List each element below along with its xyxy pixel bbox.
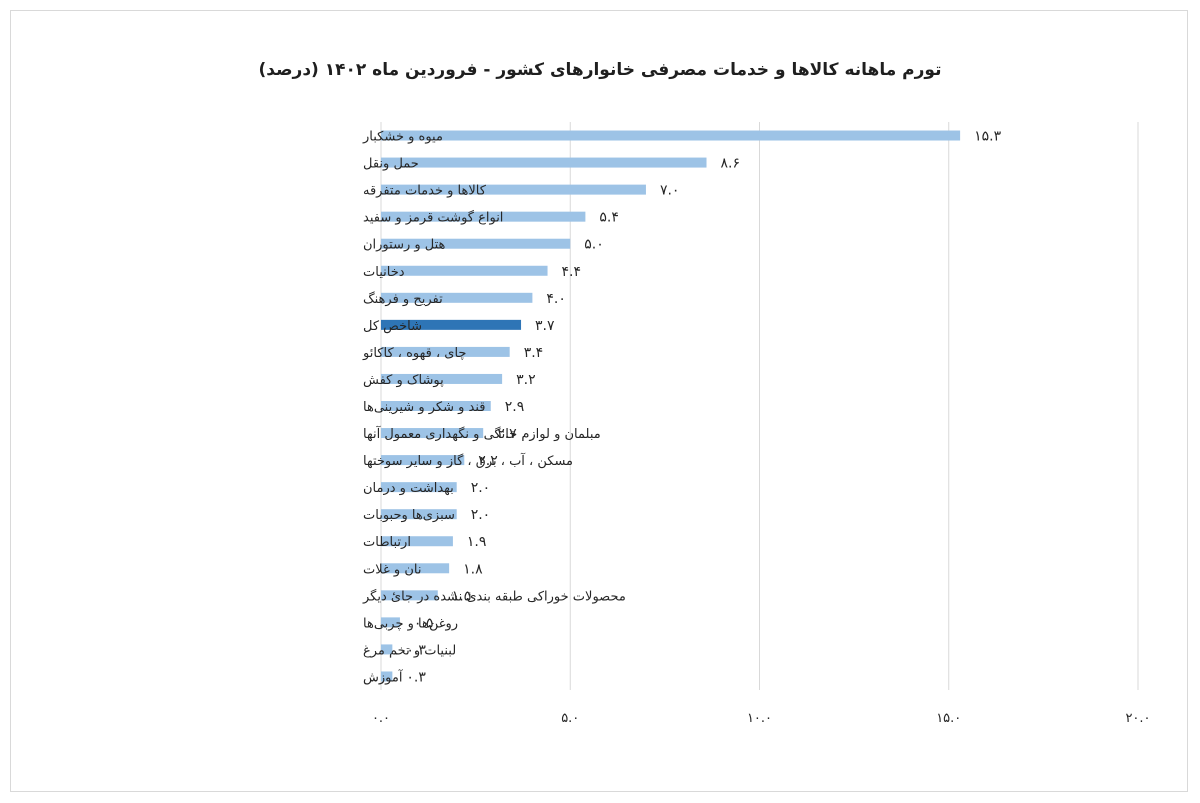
category-label: هتل و رستوران <box>363 238 446 253</box>
bars <box>381 130 961 682</box>
data-label: ۸.۶ <box>721 156 741 172</box>
category-label: مبلمان و لوازم خانگی و نگهداری معمول آنه… <box>363 425 601 442</box>
x-tick-label: ۱۰.۰ <box>747 711 772 726</box>
data-label: ۱.۹ <box>467 534 487 550</box>
category-label: تفریح و فرهنگ <box>363 291 443 307</box>
category-label: پوشاک و کفش <box>363 373 444 388</box>
category-label: شاخص کل <box>363 319 422 334</box>
bar <box>381 671 393 682</box>
data-label: ۵.۴ <box>599 210 619 226</box>
category-label: قند و شکر و شیرینی‌ها <box>363 400 485 415</box>
bar <box>381 617 400 628</box>
data-label: ۰.۳ <box>406 669 426 685</box>
x-tick-label: ۲۰.۰ <box>1125 711 1150 726</box>
category-label: محصولات خوراکی طبقه بندیٔ نشده در جایٔ د… <box>362 588 626 604</box>
data-label: ۲.۹ <box>505 399 525 415</box>
bar <box>381 428 484 439</box>
data-label: ۰.۳ <box>406 642 426 658</box>
data-label: ۴.۴ <box>562 264 582 280</box>
category-label: لبنیات و تخم مرغ <box>363 643 456 658</box>
category-label: انواع گوشت قرمز و سفید <box>363 210 503 226</box>
category-label: کالاها و خدمات متفرقه <box>363 184 487 199</box>
bar <box>381 536 453 547</box>
category-label: دخانیات <box>363 265 405 280</box>
bar <box>381 346 510 357</box>
data-label: ۵.۰ <box>584 237 604 253</box>
category-label: بهداشت و درمان <box>363 481 454 496</box>
data-label: ۲.۰ <box>471 480 491 496</box>
bar <box>381 184 646 195</box>
category-label: آموزش <box>363 668 404 685</box>
bar <box>381 238 571 249</box>
bar <box>381 509 457 520</box>
bar <box>381 319 522 330</box>
data-label: ۳.۷ <box>535 318 555 334</box>
data-label: ۰.۵ <box>414 615 434 631</box>
category-label: میوه و خشکبار <box>362 130 443 145</box>
bar <box>381 482 457 493</box>
x-tick-label: ۱۵.۰ <box>936 711 961 726</box>
x-tick-label: ۵.۰ <box>561 711 579 726</box>
bar <box>381 373 503 384</box>
data-label: ۱۵.۳ <box>974 129 1001 145</box>
bar <box>381 563 450 574</box>
category-label: مسکن ، آب ، برق ، گاز و سایر سوختها <box>363 452 573 469</box>
category-label: حمل ونقل <box>363 157 419 172</box>
category-label: نان و غلات <box>363 562 421 577</box>
data-label: ۳.۲ <box>516 372 536 388</box>
category-label: سبزی‌ها وحبوبات <box>363 508 455 523</box>
data-label: ۱.۵ <box>452 588 472 604</box>
bar <box>381 455 465 466</box>
category-label: چای ، قهوه ، کاکائو <box>362 346 466 361</box>
bar <box>381 211 586 222</box>
data-label: ۳.۴ <box>524 345 544 361</box>
data-label: ۲.۰ <box>471 507 491 523</box>
bar <box>381 157 707 168</box>
data-label: ۴.۰ <box>546 291 566 307</box>
bar <box>381 590 438 601</box>
labels: ۰.۰ ۵.۰ ۱۰.۰ ۱۵.۰ ۲۰.۰ میوه و خشکبار ۱۵.۳ حمل و… <box>362 129 1151 726</box>
x-tick-label: ۰.۰ <box>372 711 390 726</box>
bar <box>381 401 491 411</box>
data-label: ۷.۰ <box>660 183 680 199</box>
category-label: ارتباطات <box>363 535 411 550</box>
data-label: ۱.۸ <box>463 561 483 577</box>
chart-title: تورم ماهانه کالاها و خدمات مصرفی خانواره… <box>258 60 942 80</box>
data-label: ۲.۷ <box>497 426 517 442</box>
bar <box>381 265 548 276</box>
bar <box>381 130 961 141</box>
data-label: ۲.۲ <box>478 453 498 469</box>
category-label: روغن‌ها و چربی‌ها <box>363 616 458 631</box>
bar <box>381 644 393 655</box>
bar <box>381 292 533 303</box>
gridlines <box>380 122 1139 690</box>
